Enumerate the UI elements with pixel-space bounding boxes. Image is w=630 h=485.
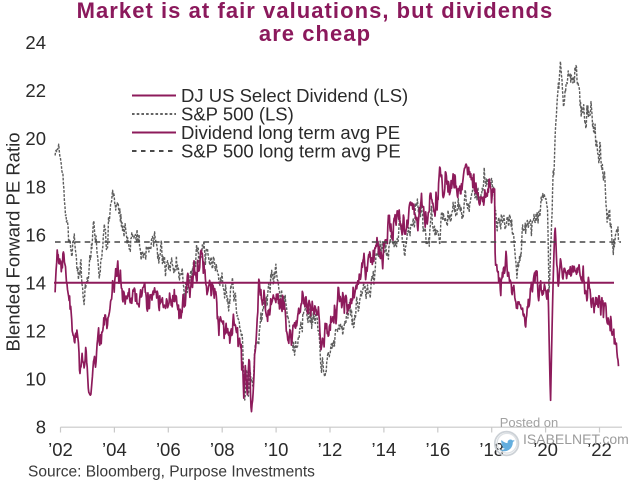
svg-text:14: 14 xyxy=(25,272,46,293)
svg-text:18: 18 xyxy=(25,176,46,197)
svg-text:’02: ’02 xyxy=(48,439,73,460)
svg-text:16: 16 xyxy=(25,224,46,245)
svg-text:’18: ’18 xyxy=(479,439,504,460)
svg-text:Source: Bloomberg, Purpose Inv: Source: Bloomberg, Purpose Investments xyxy=(28,464,315,481)
svg-text:Blended Forward PE Ratio: Blended Forward PE Ratio xyxy=(3,132,24,351)
svg-text:ISABELNET.com: ISABELNET.com xyxy=(523,431,629,447)
svg-text:DJ US Select Dividend (LS): DJ US Select Dividend (LS) xyxy=(181,85,408,106)
svg-text:’12: ’12 xyxy=(318,439,343,460)
svg-text:12: 12 xyxy=(25,321,46,342)
svg-text:24: 24 xyxy=(25,32,46,53)
svg-text:’08: ’08 xyxy=(210,439,235,460)
svg-text:Dividend long term avg PE: Dividend long term avg PE xyxy=(181,122,400,143)
svg-text:’14: ’14 xyxy=(372,439,397,460)
svg-text:20: 20 xyxy=(25,128,46,149)
svg-text:’22: ’22 xyxy=(587,439,612,460)
svg-text:S&P 500 (LS): S&P 500 (LS) xyxy=(181,104,294,125)
svg-text:’16: ’16 xyxy=(425,439,450,460)
svg-text:’10: ’10 xyxy=(264,439,289,460)
svg-text:’20: ’20 xyxy=(533,439,558,460)
svg-text:’04: ’04 xyxy=(102,439,127,460)
svg-text:S&P 500 long term avg PE: S&P 500 long term avg PE xyxy=(181,141,401,162)
svg-text:8: 8 xyxy=(36,417,46,438)
svg-text:22: 22 xyxy=(25,80,46,101)
svg-text:Posted on: Posted on xyxy=(500,415,559,430)
svg-text:’06: ’06 xyxy=(156,439,181,460)
svg-text:10: 10 xyxy=(25,369,46,390)
